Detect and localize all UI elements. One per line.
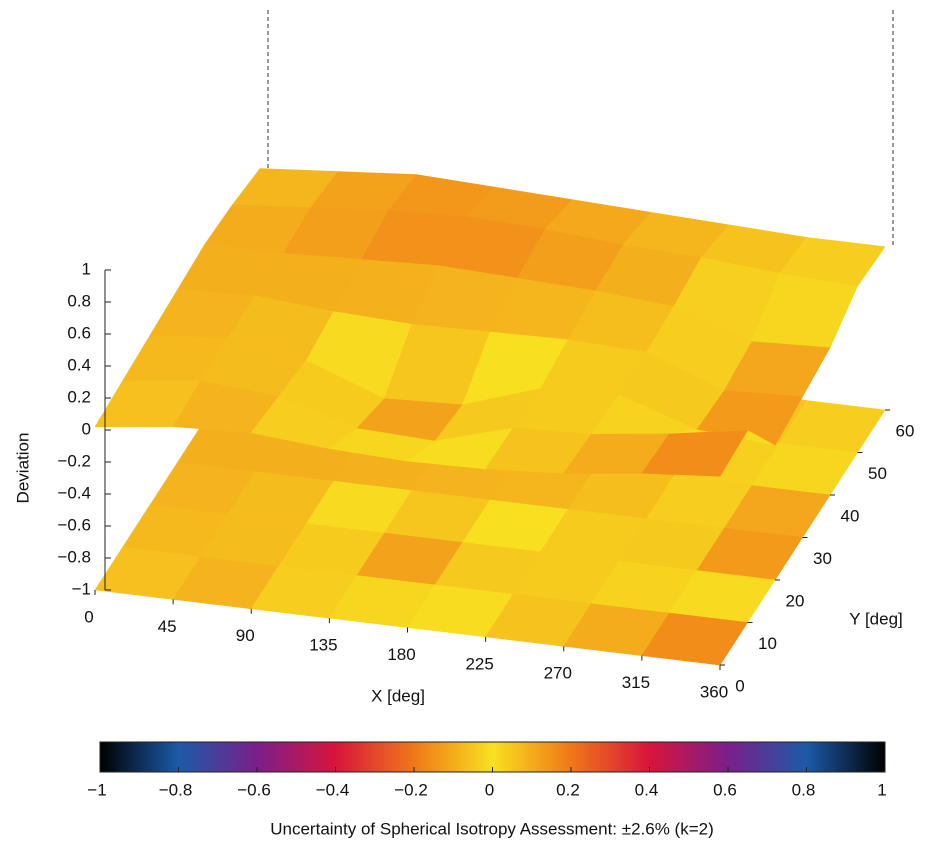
y-tick-label: 10 bbox=[758, 634, 777, 653]
y-tick-label: 30 bbox=[813, 549, 832, 568]
z-tick-label: −0.4 bbox=[57, 483, 91, 502]
colorbar-tick-label: 0.8 bbox=[792, 780, 816, 799]
z-tick-label: −0.8 bbox=[57, 547, 91, 566]
x-tick-label: 135 bbox=[309, 636, 337, 655]
y-axis-label: Y [deg] bbox=[849, 609, 903, 628]
x-axis-label: X [deg] bbox=[371, 686, 425, 705]
colorbar-tick-label: −0.6 bbox=[237, 780, 271, 799]
x-tick-label: 90 bbox=[236, 626, 255, 645]
z-tick-label: 0.4 bbox=[67, 355, 91, 374]
y-tick-label: 20 bbox=[786, 591, 805, 610]
colorbar-tick-label: 1 bbox=[877, 780, 886, 799]
colorbar-tick-label: 0.4 bbox=[635, 780, 659, 799]
y-tick-label: 60 bbox=[896, 421, 915, 440]
colorbar-tick-label: 0.2 bbox=[556, 780, 580, 799]
z-tick-label: 0.6 bbox=[67, 323, 91, 342]
x-tick-label: 45 bbox=[158, 617, 177, 636]
x-tick-label: 270 bbox=[544, 664, 572, 683]
z-tick-label: 1 bbox=[82, 259, 91, 278]
colorbar-tick-label: −0.4 bbox=[316, 780, 350, 799]
colorbar-tick-label: −0.8 bbox=[159, 780, 193, 799]
z-tick-label: −0.6 bbox=[57, 515, 91, 534]
colorbar-tick-label: −1 bbox=[87, 780, 106, 799]
colorbar-label: Uncertainty of Spherical Isotropy Assess… bbox=[270, 819, 714, 838]
z-tick-label: −1 bbox=[72, 579, 91, 598]
y-tick-label: 0 bbox=[735, 676, 744, 695]
z-tick-label: −0.2 bbox=[57, 451, 91, 470]
y-tick-label: 50 bbox=[868, 464, 887, 483]
colorbar-tick-label: 0.6 bbox=[713, 780, 737, 799]
z-axis-label: Deviation bbox=[13, 433, 32, 504]
z-tick-label: 0 bbox=[82, 419, 91, 438]
colorbar-tick-label: −0.2 bbox=[394, 780, 428, 799]
x-tick-label: 180 bbox=[387, 645, 415, 664]
y-tick-label: 40 bbox=[841, 506, 860, 525]
x-tick-label: 0 bbox=[84, 607, 93, 626]
x-tick-label: 315 bbox=[622, 673, 650, 692]
colorbar-tick-label: 0 bbox=[485, 780, 494, 799]
x-tick-label: 360 bbox=[700, 682, 728, 701]
x-tick-label: 225 bbox=[465, 654, 493, 673]
surface-cell bbox=[641, 430, 749, 477]
z-tick-label: 0.8 bbox=[67, 291, 91, 310]
z-tick-label: 0.2 bbox=[67, 387, 91, 406]
